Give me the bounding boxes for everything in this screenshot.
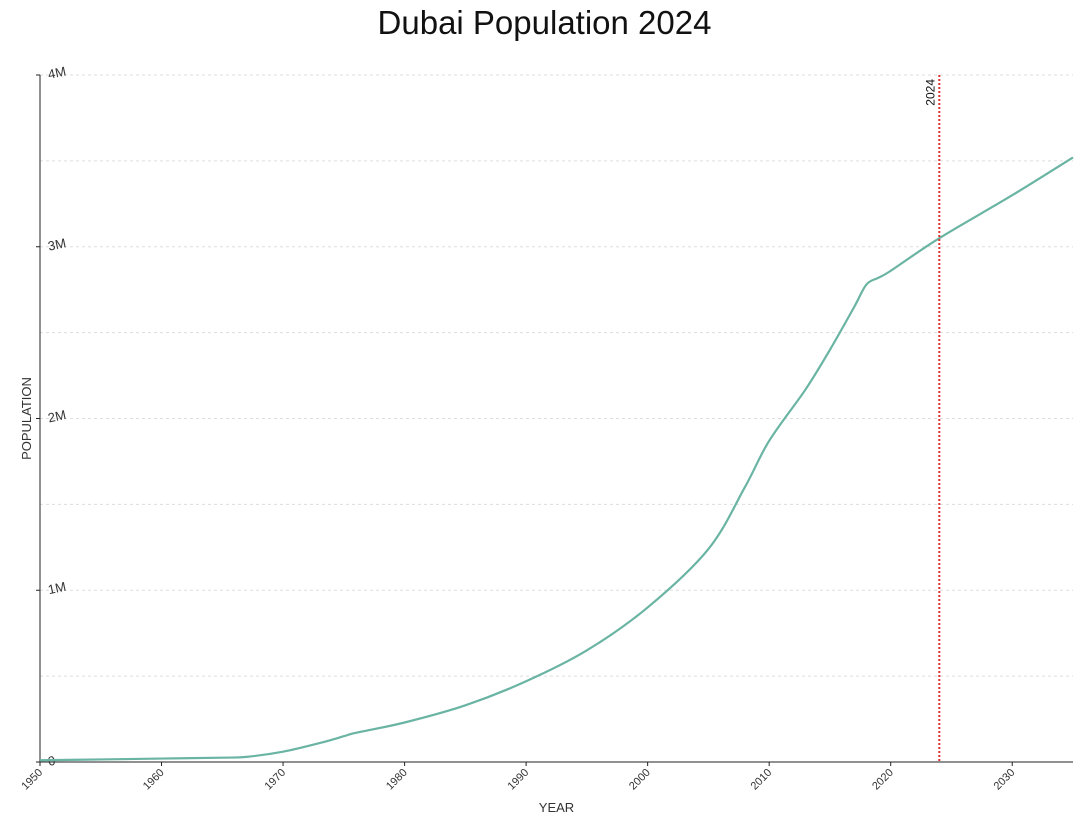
marker-label: 2024	[923, 79, 937, 106]
x-tick-label-1960: 1960	[141, 767, 167, 793]
y-axis-label: POPULATION	[19, 377, 34, 460]
x-tick-label-2000: 2000	[627, 767, 653, 793]
gridlines	[40, 74, 1073, 677]
x-tick-label-1980: 1980	[384, 767, 410, 793]
x-tick-label-2010: 2010	[749, 767, 775, 793]
y-tick-label-3M: 3M	[47, 235, 68, 253]
year-marker: 2024	[923, 75, 941, 762]
y-tick-label-2M: 2M	[47, 407, 68, 425]
series	[39, 156, 1074, 762]
x-tick-label-1950: 1950	[19, 767, 45, 793]
x-tick-labels: 1950 1960 1970 1980 1990 2000 2010 2020 2030	[19, 762, 1017, 793]
x-tick-label-2020: 2020	[870, 767, 896, 793]
x-axis-label: YEAR	[539, 800, 574, 815]
series-line-0	[39, 156, 1074, 762]
x-tick-label-1970: 1970	[262, 767, 288, 793]
y-tick-label-4M: 4M	[47, 64, 68, 82]
y-tick-label-1M: 1M	[47, 579, 68, 597]
x-tick-label-1990: 1990	[506, 767, 532, 793]
chart-title: Dubai Population 2024	[377, 4, 712, 41]
x-tick-label-2030: 2030	[992, 767, 1018, 793]
